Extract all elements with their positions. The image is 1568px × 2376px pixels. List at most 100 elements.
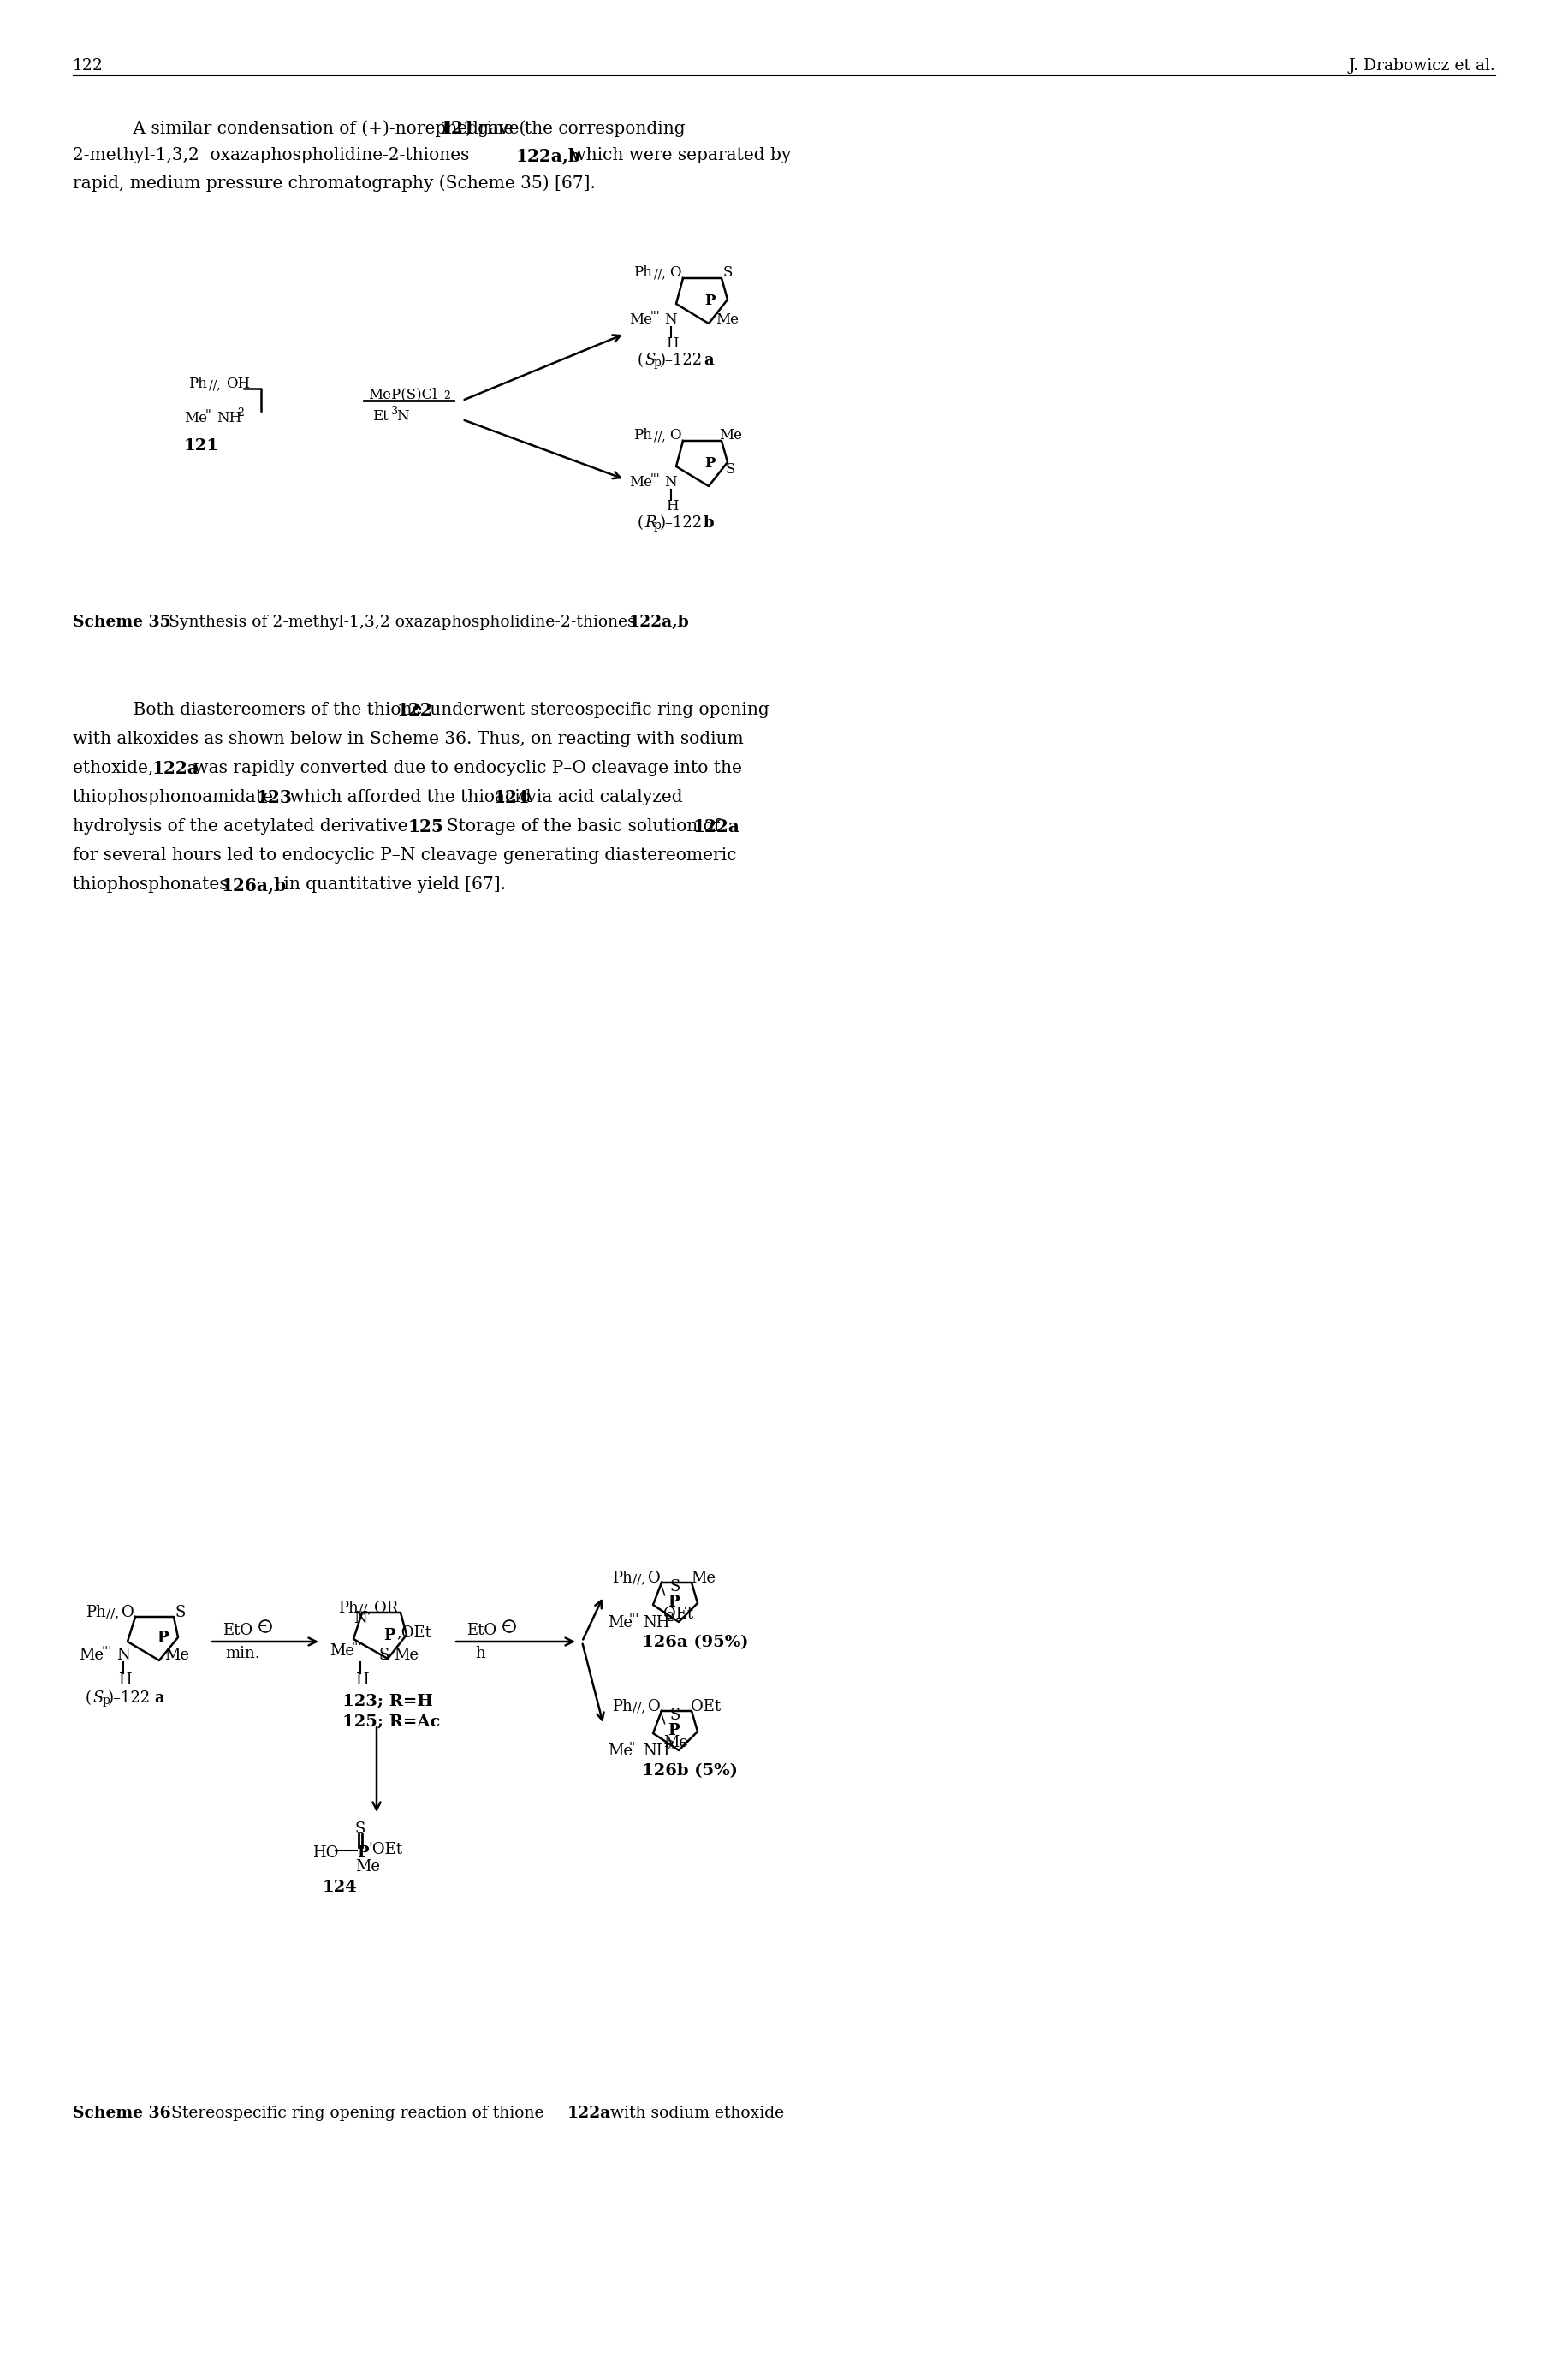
Text: with alkoxides as shown below in Scheme 36. Thus, on reacting with sodium: with alkoxides as shown below in Scheme … — [72, 732, 743, 746]
Text: 122a,b: 122a,b — [629, 615, 690, 630]
Text: 126b (5%): 126b (5%) — [641, 1763, 737, 1780]
Text: 123: 123 — [257, 789, 293, 805]
Text: 3: 3 — [390, 406, 398, 416]
Text: //,: //, — [209, 380, 221, 392]
Text: P: P — [157, 1630, 168, 1647]
Text: NH: NH — [216, 411, 241, 425]
Text: Ph: Ph — [188, 378, 207, 392]
Text: thiophosphonoamidate: thiophosphonoamidate — [72, 789, 279, 805]
Text: Me: Me — [183, 411, 207, 425]
Text: S: S — [670, 1708, 681, 1723]
Text: Ph: Ph — [339, 1601, 359, 1616]
Text: N: N — [665, 311, 677, 328]
Text: OEt: OEt — [663, 1606, 693, 1623]
Text: O: O — [670, 428, 681, 442]
Text: Me: Me — [608, 1744, 632, 1758]
Text: in quantitative yield [67].: in quantitative yield [67]. — [278, 877, 506, 893]
Text: Me: Me — [608, 1616, 632, 1630]
Text: . Storage of the basic solution of: . Storage of the basic solution of — [436, 817, 726, 834]
Text: ''': ''' — [651, 311, 660, 323]
Text: O: O — [648, 1571, 660, 1587]
Text: //,: //, — [632, 1701, 646, 1713]
Text: 126a (95%): 126a (95%) — [641, 1635, 748, 1651]
Text: S: S — [176, 1604, 187, 1620]
Text: \: \ — [660, 1711, 665, 1727]
Text: N: N — [353, 1611, 367, 1625]
Text: A similar condensation of (+)-norephedrine (: A similar condensation of (+)-norephedri… — [111, 119, 525, 138]
Text: S: S — [93, 1689, 103, 1706]
Text: Me: Me — [356, 1858, 379, 1875]
Text: 123; R=H: 123; R=H — [342, 1694, 433, 1708]
Text: 122: 122 — [397, 701, 433, 720]
Text: Me: Me — [663, 1734, 688, 1751]
Text: H: H — [118, 1673, 132, 1687]
Text: Ph: Ph — [633, 428, 652, 442]
Text: N: N — [665, 475, 677, 489]
Text: 2: 2 — [444, 390, 450, 402]
Text: HO: HO — [312, 1846, 339, 1860]
Text: '': '' — [629, 1742, 635, 1753]
Text: 121: 121 — [441, 119, 475, 138]
Text: was rapidly converted due to endocyclic P–O cleavage into the: was rapidly converted due to endocyclic … — [188, 760, 742, 777]
Text: 125: 125 — [408, 817, 444, 836]
Text: hydrolysis of the acetylated derivative: hydrolysis of the acetylated derivative — [72, 817, 414, 834]
Text: S: S — [644, 352, 655, 368]
Text: Ph: Ph — [612, 1571, 632, 1587]
Text: P: P — [358, 1846, 368, 1860]
Text: Scheme 36: Scheme 36 — [72, 2105, 171, 2122]
Text: h: h — [475, 1647, 485, 1661]
Text: Ph: Ph — [633, 266, 652, 280]
Text: a: a — [154, 1689, 165, 1706]
Text: N: N — [116, 1647, 130, 1663]
Text: 122a: 122a — [693, 817, 740, 836]
Text: P: P — [668, 1594, 679, 1611]
Text: 122a,b: 122a,b — [516, 147, 582, 164]
Text: 124: 124 — [494, 789, 530, 805]
Text: which were separated by: which were separated by — [566, 147, 792, 164]
Text: N: N — [397, 409, 409, 423]
Text: P: P — [704, 456, 715, 470]
Text: ''': ''' — [351, 1642, 362, 1654]
Text: '': '' — [205, 409, 212, 421]
Text: )–122: )–122 — [660, 352, 702, 368]
Text: R: R — [644, 516, 655, 530]
Text: (: ( — [638, 352, 643, 368]
Text: P: P — [384, 1628, 395, 1644]
Text: P: P — [704, 295, 715, 309]
Text: Me: Me — [629, 311, 652, 328]
Text: 2-methyl-1,3,2  oxazaphospholidine-2-thiones: 2-methyl-1,3,2 oxazaphospholidine-2-thio… — [72, 147, 475, 164]
Text: S: S — [379, 1647, 390, 1663]
Text: 125; R=Ac: 125; R=Ac — [342, 1713, 441, 1730]
Text: underwent stereospecific ring opening: underwent stereospecific ring opening — [425, 701, 770, 718]
Text: ''': ''' — [100, 1647, 111, 1658]
Text: −: − — [259, 1620, 267, 1632]
Text: Me: Me — [394, 1647, 419, 1663]
Text: Both diastereomers of the thione: Both diastereomers of the thione — [111, 701, 428, 718]
Text: H: H — [356, 1673, 368, 1687]
Text: Me: Me — [720, 428, 742, 442]
Text: 'OEt: 'OEt — [368, 1841, 403, 1858]
Text: OH: OH — [226, 378, 249, 392]
Text: 124: 124 — [323, 1879, 358, 1896]
Text: ''': ''' — [651, 473, 660, 485]
Text: P: P — [668, 1723, 679, 1739]
Text: (: ( — [86, 1689, 91, 1706]
Text: p: p — [654, 356, 662, 368]
Text: 122a: 122a — [568, 2105, 612, 2122]
Text: ''': ''' — [629, 1613, 638, 1625]
Text: which afforded the thioacid: which afforded the thioacid — [284, 789, 536, 805]
Text: OR: OR — [375, 1601, 398, 1616]
Text: for several hours led to endocyclic P–N cleavage generating diastereomeric: for several hours led to endocyclic P–N … — [72, 848, 737, 862]
Text: H: H — [666, 337, 679, 352]
Text: p: p — [103, 1694, 110, 1706]
Text: Me: Me — [165, 1647, 190, 1663]
Text: MeP(S)Cl: MeP(S)Cl — [368, 387, 437, 402]
Text: ethoxide,: ethoxide, — [72, 760, 158, 777]
Text: ) gave the corresponding: ) gave the corresponding — [466, 119, 685, 138]
Text: )–122: )–122 — [108, 1689, 151, 1706]
Text: (: ( — [638, 516, 643, 530]
Text: min.: min. — [226, 1647, 260, 1661]
Text: p: p — [654, 520, 662, 532]
Text: ,OEt: ,OEt — [397, 1625, 431, 1639]
Text: with sodium ethoxide: with sodium ethoxide — [605, 2105, 784, 2122]
